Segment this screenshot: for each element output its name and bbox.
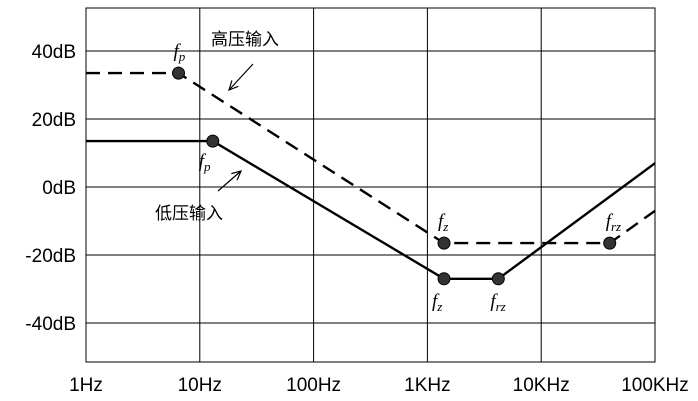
y-tick-label: 40dB — [32, 42, 76, 63]
corner-marker — [603, 236, 617, 250]
annotation-low-voltage-input: 低压输入 — [155, 204, 223, 224]
corner-marker — [172, 66, 186, 80]
series-line-high-voltage — [86, 71, 656, 245]
annotation-high-voltage-input: 高压输入 — [211, 30, 279, 50]
corner-frequency-label: fp — [174, 41, 186, 64]
x-tick-label: 100KHz — [621, 375, 689, 396]
corner-marker — [491, 272, 505, 286]
plot-frame — [85, 7, 656, 363]
x-tick-label: 100Hz — [286, 375, 341, 396]
series-markers: fp fz frz fp fz frz — [172, 41, 621, 314]
corner-marker — [437, 236, 451, 250]
grid — [85, 7, 656, 363]
x-tick-label: 10KHz — [513, 375, 570, 396]
corner-frequency-label: fz — [432, 291, 442, 314]
y-tick-label: -20dB — [25, 246, 76, 267]
x-axis-tick-labels: 1Hz 10Hz 100Hz 1KHz 10KHz 100KHz — [69, 375, 689, 396]
corner-frequency-label: fz — [438, 211, 448, 234]
corner-frequency-label: frz — [490, 291, 505, 314]
series-lines — [86, 71, 656, 280]
y-tick-label: 20dB — [32, 110, 76, 131]
y-axis-tick-labels: 40dB 20dB 0dB -20dB -40dB — [25, 42, 76, 335]
y-tick-label: -40dB — [25, 314, 76, 335]
y-tick-label: 0dB — [42, 178, 76, 199]
annotation-arrow-low — [217, 170, 243, 192]
annotation-arrow-high — [228, 63, 254, 92]
x-tick-label: 10Hz — [178, 375, 222, 396]
x-tick-label: 1KHz — [404, 375, 450, 396]
corner-marker — [437, 272, 451, 286]
x-tick-label: 1Hz — [69, 375, 103, 396]
corner-marker — [206, 134, 220, 148]
corner-frequency-label: fp — [199, 151, 211, 174]
corner-frequency-label: frz — [606, 211, 621, 234]
